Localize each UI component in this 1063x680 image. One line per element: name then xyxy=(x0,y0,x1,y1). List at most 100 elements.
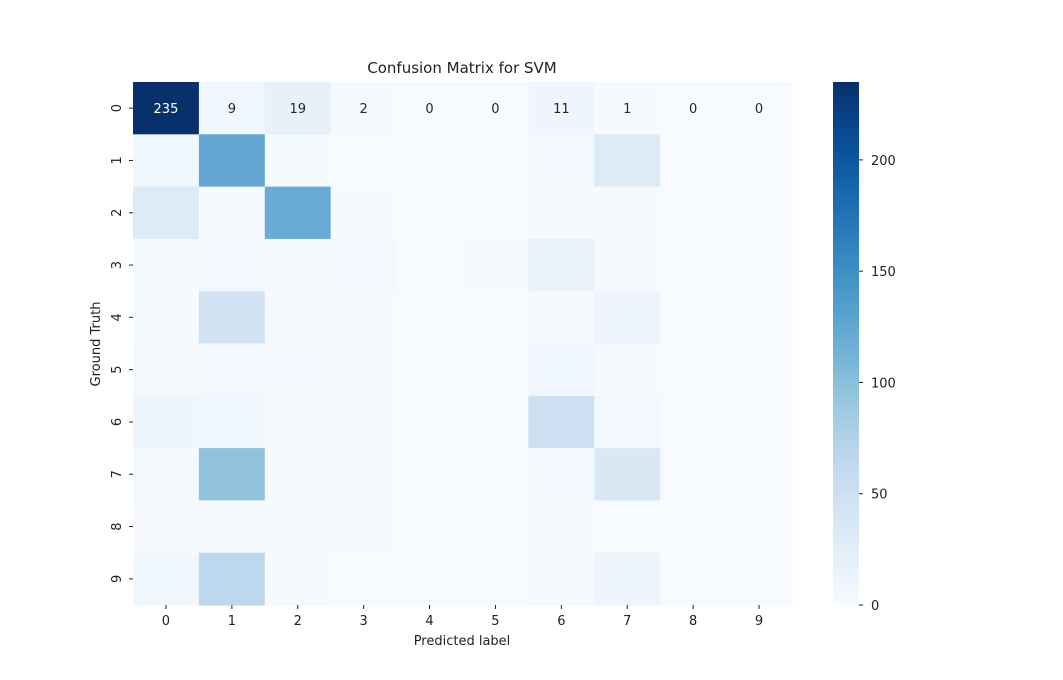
heatmap-cell xyxy=(264,500,332,554)
heatmap-cell xyxy=(594,134,661,188)
heatmap-cell xyxy=(133,395,200,449)
heatmap-cell xyxy=(264,186,332,240)
heatmap-cell xyxy=(726,448,793,501)
chart-title: Confusion Matrix for SVM xyxy=(367,59,557,77)
heatmap-cell xyxy=(660,343,727,397)
y-tick-label: 3 xyxy=(110,261,125,269)
heatmap-cell xyxy=(528,238,595,292)
heatmap-cell xyxy=(462,395,529,449)
colorbar-tick-label: 50 xyxy=(871,488,888,503)
heatmap-cell xyxy=(660,291,727,344)
cell-value-label: 2 xyxy=(360,102,368,117)
heatmap-cell xyxy=(660,500,727,554)
heatmap-cell xyxy=(133,186,200,240)
x-tick-label: 9 xyxy=(755,614,763,629)
colorbar-tick-label: 150 xyxy=(871,265,896,280)
y-tick-label: 6 xyxy=(110,418,125,426)
heatmap-cell xyxy=(528,395,595,449)
colorbar-tick-label: 0 xyxy=(871,599,879,614)
heatmap-cell xyxy=(462,552,529,606)
colorbar-tick-label: 200 xyxy=(871,154,896,169)
heatmap-cell xyxy=(660,134,727,188)
heatmap-cell xyxy=(594,395,661,449)
heatmap-cell xyxy=(462,134,529,188)
y-tick-label: 7 xyxy=(110,470,125,478)
x-axis-label: Predicted label xyxy=(414,634,511,649)
heatmap-cell xyxy=(594,343,661,397)
y-axis-label: Ground Truth xyxy=(89,302,104,387)
heatmap-cell xyxy=(594,238,661,292)
heatmap-cell xyxy=(528,186,595,240)
heatmap-cell xyxy=(462,291,529,344)
heatmap-cell xyxy=(198,552,266,606)
y-tick-label: 1 xyxy=(110,156,125,164)
heatmap-cell xyxy=(462,500,529,554)
heatmap-cell xyxy=(726,134,793,188)
heatmap-cell xyxy=(462,82,529,135)
heatmap-cell xyxy=(660,552,727,606)
heatmap-cell xyxy=(726,238,793,292)
x-tick-label: 2 xyxy=(294,614,302,629)
heatmap-cell xyxy=(198,134,266,188)
heatmap-cell xyxy=(660,82,727,135)
heatmap-cell xyxy=(528,343,595,397)
heatmap-cell xyxy=(264,291,332,344)
heatmap-cell xyxy=(330,500,398,554)
heatmap-cell xyxy=(198,500,266,554)
heatmap-cell xyxy=(264,395,332,449)
heatmap-cell xyxy=(133,82,200,135)
colorbar-tick-label: 100 xyxy=(871,376,896,391)
heatmap-cell xyxy=(396,343,463,397)
heatmap-cell xyxy=(726,82,793,135)
heatmap-cell xyxy=(726,500,793,554)
heatmap-cell xyxy=(330,186,398,240)
heatmap-cell xyxy=(660,238,727,292)
heatmap-cell xyxy=(198,343,266,397)
heatmap-cell xyxy=(330,395,398,449)
x-axis-ticks: 0 1 2 3 4 5 6 7 8 9 xyxy=(162,605,763,629)
heatmap-cell xyxy=(330,291,398,344)
heatmap-cell xyxy=(198,238,266,292)
heatmap-cell xyxy=(594,291,661,344)
x-tick-label: 0 xyxy=(162,614,170,629)
heatmap-cell xyxy=(396,500,463,554)
heatmap-cell xyxy=(133,343,200,397)
heatmap-grid: 235 9 19 2 0 0 11 1 0 0 xyxy=(133,82,793,606)
heatmap-cell xyxy=(462,343,529,397)
heatmap-cell xyxy=(726,186,793,240)
heatmap-cell xyxy=(396,448,463,501)
heatmap-cell xyxy=(330,343,398,397)
cell-value-label: 0 xyxy=(689,102,697,117)
y-tick-label: 8 xyxy=(110,522,125,530)
heatmap-cell xyxy=(726,395,793,449)
heatmap-cell xyxy=(264,552,332,606)
heatmap-cell xyxy=(462,238,529,292)
heatmap-cell xyxy=(396,552,463,606)
x-tick-label: 4 xyxy=(425,614,433,629)
heatmap-cell xyxy=(594,82,661,135)
heatmap-cell xyxy=(660,186,727,240)
heatmap-cell xyxy=(726,552,793,606)
heatmap-cell xyxy=(133,552,200,606)
cell-value-label: 9 xyxy=(228,102,236,117)
heatmap-cell xyxy=(726,343,793,397)
x-tick-label: 8 xyxy=(689,614,697,629)
heatmap-cell xyxy=(264,343,332,397)
cell-value-label: 0 xyxy=(425,102,433,117)
heatmap-cell xyxy=(528,500,595,554)
heatmap-cell xyxy=(330,552,398,606)
heatmap-cell xyxy=(264,448,332,501)
y-axis-ticks: 0 1 2 3 4 5 6 7 8 9 xyxy=(110,104,133,583)
cell-value-label: 0 xyxy=(755,102,763,117)
heatmap-cell xyxy=(133,500,200,554)
heatmap-cell xyxy=(396,291,463,344)
heatmap-cell xyxy=(330,448,398,501)
cell-value-label: 11 xyxy=(553,102,570,117)
heatmap-cell xyxy=(528,291,595,344)
heatmap-cell xyxy=(133,238,200,292)
heatmap-cell xyxy=(264,238,332,292)
cell-value-label: 19 xyxy=(289,102,306,117)
heatmap-cell xyxy=(330,238,398,292)
heatmap-cell xyxy=(462,448,529,501)
